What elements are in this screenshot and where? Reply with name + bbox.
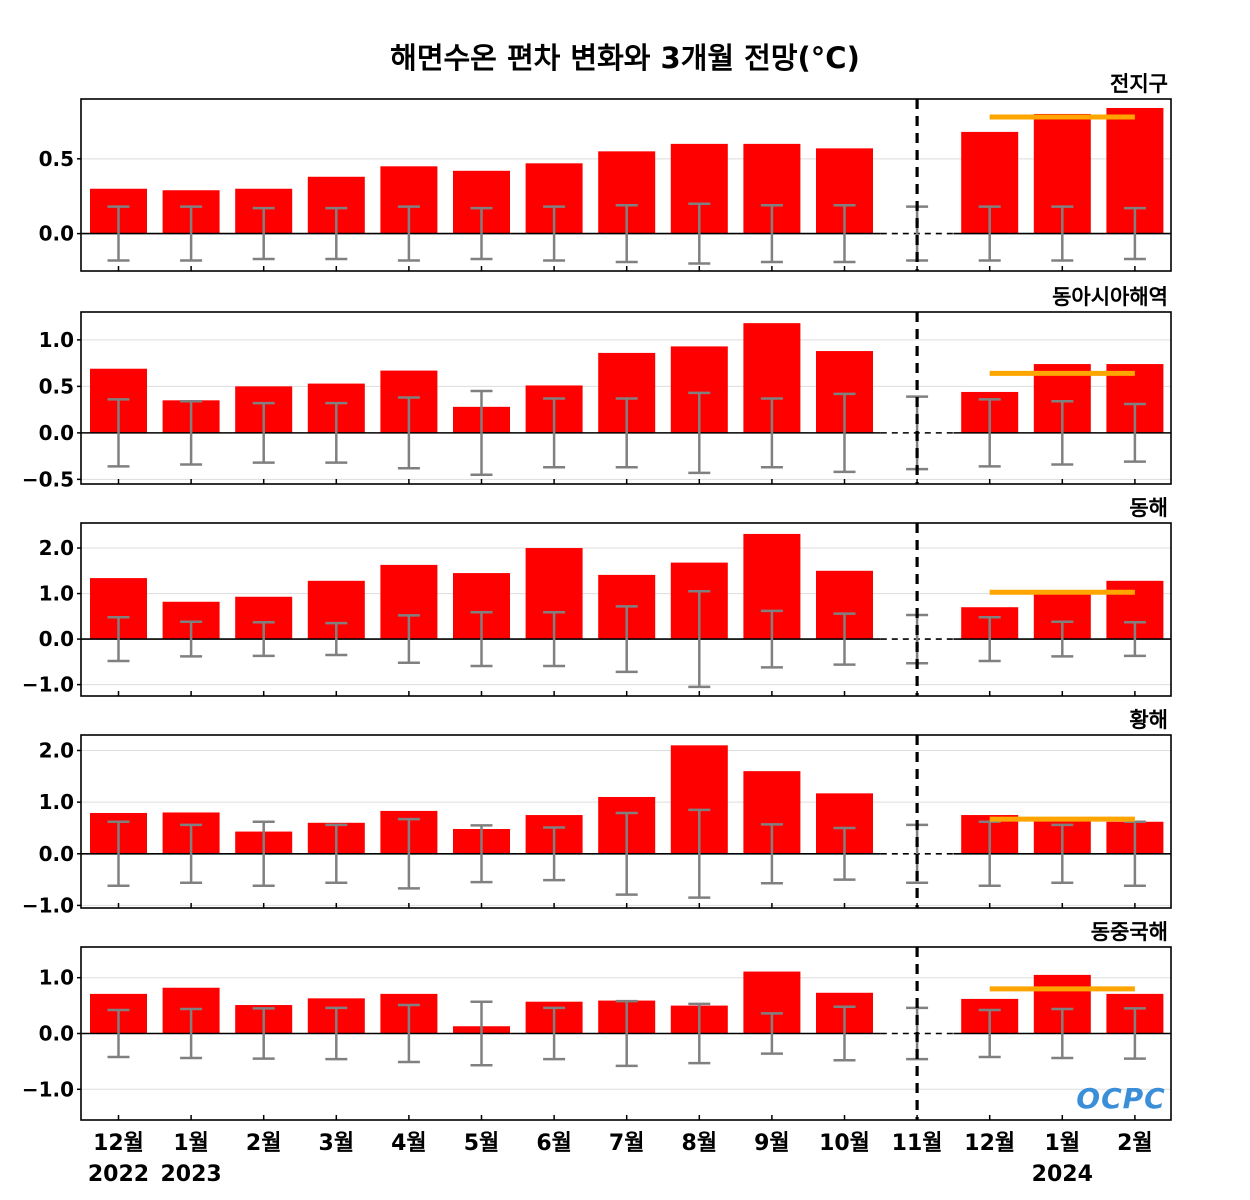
- y-tick-label: 0.0: [39, 842, 74, 866]
- panel-title: 동해: [1129, 496, 1168, 520]
- x-tick-label: 1월: [1045, 1131, 1081, 1156]
- x-axis: 12월 1월 2월 3월 4월 5월 6월 7월 8월 9월 10월 11월 12월 1월 2월 2022 20…: [88, 1131, 1153, 1187]
- x-tick-label: 1월: [173, 1131, 209, 1156]
- y-tick-label: 1.0: [39, 582, 74, 606]
- x-tick-label: 6월: [536, 1131, 572, 1156]
- panel-title: 동아시아해역: [1052, 285, 1168, 309]
- y-tick-label: 1.0: [39, 790, 74, 814]
- panel-title: 동중국해: [1091, 920, 1168, 944]
- panel-frame: [80, 311, 1172, 485]
- y-tick-label: 1.0: [39, 328, 74, 352]
- panel-2: 동아시아해역 −0.5 0.0 0.5 1.0: [22, 285, 1172, 491]
- y-tick-label: −0.5: [22, 467, 74, 491]
- x-tick-label: 2월: [246, 1131, 282, 1156]
- y-tick-label: 2.0: [39, 738, 74, 762]
- panel-title: 황해: [1129, 708, 1168, 732]
- y-tick-label: 0.0: [39, 421, 74, 445]
- x-tick-label: 10월: [819, 1131, 870, 1156]
- panel-frame: [80, 734, 1172, 909]
- year-label: 2023: [160, 1162, 221, 1187]
- y-tick-label: −1.0: [22, 1077, 74, 1101]
- y-tick-label: −1.0: [22, 673, 74, 697]
- panel-frame: [80, 98, 1172, 272]
- year-label: 2022: [88, 1162, 149, 1187]
- x-tick-label: 5월: [464, 1131, 500, 1156]
- x-tick-label: 2월: [1117, 1131, 1153, 1156]
- chart-title: 해면수온 편차 변화와 3개월 전망(°C): [390, 41, 860, 75]
- panel-frame: [80, 946, 1172, 1121]
- x-tick-label: 9월: [754, 1131, 790, 1156]
- panel-3: 동해 −1.0 0.0 1.0 2.0: [22, 496, 1172, 697]
- panel-frame: [80, 522, 1172, 697]
- y-tick-label: 0.0: [39, 222, 74, 246]
- y-tick-label: −1.0: [22, 893, 74, 917]
- x-tick-label: 12월: [964, 1131, 1015, 1156]
- y-tick-label: 0.0: [39, 1022, 74, 1046]
- panel-4: 황해 −1.0 0.0 1.0 2.0: [22, 708, 1172, 917]
- ocpc-logo: OCPC: [1076, 1082, 1165, 1115]
- x-tick-label: 4월: [391, 1131, 427, 1156]
- y-tick-label: 0.5: [39, 374, 74, 398]
- y-tick-label: 0.0: [39, 627, 74, 651]
- year-label: 2024: [1032, 1162, 1093, 1187]
- panel-1: 전지구 0.0 0.5: [39, 72, 1172, 272]
- chart-panels: 전지구 0.0 0.5 동아시아해역 −0.5 0.0 0.5 1.0 동해 −1.0 0.0 1.0…: [22, 72, 1172, 1121]
- x-tick-label: 3월: [319, 1131, 355, 1156]
- x-tick-label: 7월: [609, 1131, 645, 1156]
- y-tick-label: 0.5: [39, 147, 74, 171]
- panel-5: 동중국해 −1.0 0.0 1.0: [22, 920, 1172, 1121]
- y-tick-label: 1.0: [39, 966, 74, 990]
- y-tick-label: 2.0: [39, 536, 74, 560]
- x-tick-label: 12월: [93, 1131, 144, 1156]
- x-tick-label: 11월: [892, 1131, 943, 1156]
- panel-title: 전지구: [1110, 72, 1168, 96]
- x-tick-label: 8월: [682, 1131, 718, 1156]
